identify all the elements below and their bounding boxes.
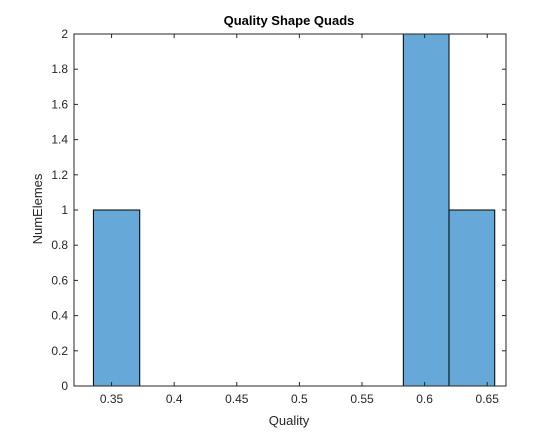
x-tick-label: 0.45 (225, 392, 249, 406)
histogram-bar-2 (448, 209, 496, 387)
x-tick-label: 0.6 (416, 392, 433, 406)
y-ticks: 0 0.2 0.4 0.6 0.8 1 1.2 1.4 1.6 1.8 2 (51, 27, 506, 393)
y-tick-label: 0.2 (51, 344, 68, 358)
bars-group (92, 33, 496, 387)
x-tick-label: 0.55 (350, 392, 374, 406)
chart-title: Quality Shape Quads (224, 13, 355, 28)
x-tick-label: 0.4 (166, 392, 183, 406)
x-tick-label: 0.35 (100, 392, 124, 406)
y-tick-label: 1.2 (51, 168, 68, 182)
y-tick-label: 1.8 (51, 62, 68, 76)
y-axis-label: NumElemes (30, 173, 45, 244)
y-tick-label: 1 (61, 203, 68, 217)
y-tick-label: 0.4 (51, 309, 68, 323)
y-tick-label: 0.8 (51, 238, 68, 252)
histogram-bar-1 (402, 33, 450, 387)
x-tick-label: 0.5 (291, 392, 308, 406)
y-tick-label: 1.4 (51, 133, 68, 147)
y-tick-label: 2 (61, 27, 68, 41)
y-tick-label: 0 (61, 379, 68, 393)
x-axis-label: Quality (269, 413, 310, 428)
y-tick-label: 0.6 (51, 273, 68, 287)
x-ticks: 0.35 0.4 0.45 0.5 0.55 0.6 0.65 (100, 34, 499, 406)
histogram-bar-0 (92, 209, 141, 387)
y-tick-label: 1.6 (51, 97, 68, 111)
x-tick-label: 0.65 (476, 392, 500, 406)
